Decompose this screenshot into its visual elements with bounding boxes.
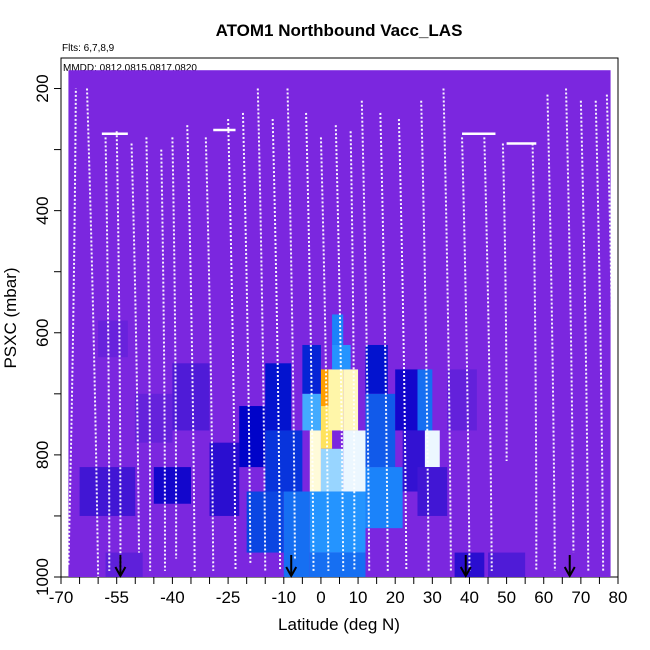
flight-profile <box>594 100 605 571</box>
flight-profile <box>565 88 575 553</box>
dates-subtitle: MMDD: 0812,0815,0817,0820 <box>63 63 197 74</box>
y-axis: 200 400 600 800 1000 <box>33 74 61 596</box>
y-tick-label: 800 <box>33 441 52 469</box>
flight-profile <box>334 125 345 571</box>
x-tick-label: -70 <box>49 588 74 607</box>
x-tick-label: 20 <box>386 588 405 607</box>
flight-profile <box>241 112 252 565</box>
heatmap-cell <box>424 430 440 468</box>
x-tick-label: 80 <box>609 588 628 607</box>
flight-profile <box>67 88 77 565</box>
chart-title: ATOM1 Northbound Vacc_LAS <box>216 21 463 40</box>
x-axis: -70 -55 -40 -25 -10 0 10 20 30 40 50 60 70 80 <box>49 577 628 607</box>
heatmap-cell <box>283 491 310 577</box>
heatmap-cell <box>328 369 344 431</box>
flight-profile <box>461 137 471 571</box>
flight-profile <box>319 137 330 571</box>
heatmap-cell <box>309 430 321 492</box>
flight-profile <box>171 137 178 559</box>
region-arrow-head <box>459 566 472 579</box>
x-tick-label: 60 <box>534 588 553 607</box>
x-tick-label: 30 <box>423 588 442 607</box>
region-arrow <box>563 555 576 579</box>
heatmap-cell <box>447 369 477 431</box>
flight-profile <box>204 137 215 571</box>
flight-profile-layer <box>67 88 616 577</box>
heatmap-cell <box>309 552 366 577</box>
y-tick-label: 400 <box>33 196 52 224</box>
flight-profile <box>104 137 111 571</box>
heatmap-cell <box>98 320 128 358</box>
y-tick-label: 1000 <box>33 558 52 596</box>
flight-profile <box>501 143 508 461</box>
flight-profile <box>483 137 493 571</box>
heatmap-cell <box>105 552 143 577</box>
heatmap-cell <box>153 467 191 504</box>
heatmap-cell <box>454 552 485 577</box>
region-arrow-head <box>563 566 576 579</box>
flight-profile <box>160 149 166 571</box>
heatmap-cell <box>302 393 321 431</box>
heatmap-cell <box>365 393 396 468</box>
heatmap-cell <box>343 369 359 431</box>
x-tick-label: 0 <box>316 588 325 607</box>
x-tick-label: -55 <box>104 588 129 607</box>
flight-profile <box>85 88 100 577</box>
heatmap-cell <box>79 467 136 516</box>
flight-profile <box>579 100 590 571</box>
heatmap-cell <box>320 406 333 449</box>
heatmap-cell <box>332 314 344 345</box>
flight-profile <box>349 131 356 571</box>
flight-profile <box>145 137 152 571</box>
flight-profile <box>256 88 267 571</box>
heatmap-cell <box>239 406 266 468</box>
flight-profile <box>605 94 616 516</box>
flight-profile <box>420 100 430 571</box>
heatmap-cell <box>320 369 329 407</box>
region-arrows <box>114 555 576 579</box>
heatmap-layer <box>68 70 611 577</box>
heatmap-cell <box>135 393 173 443</box>
flight-profile <box>546 94 556 571</box>
x-tick-label: 70 <box>571 588 590 607</box>
heatmap-cell <box>417 467 448 516</box>
region-arrow <box>114 555 127 579</box>
flight-profile <box>379 112 389 571</box>
x-axis-label: Latitude (deg N) <box>278 615 400 634</box>
x-tick-label: -10 <box>272 588 297 607</box>
x-tick-label: -40 <box>160 588 185 607</box>
flight-profile <box>186 125 196 571</box>
region-arrow-head <box>114 566 127 579</box>
heatmap-cell <box>365 344 388 394</box>
flight-profile <box>227 119 237 571</box>
x-tick-label: 50 <box>497 588 516 607</box>
heatmap-cell <box>417 369 433 431</box>
flight-profile <box>531 143 538 571</box>
y-axis-label: PSXC (mbar) <box>1 267 20 368</box>
y-tick-label: 600 <box>33 319 52 347</box>
region-arrow-head <box>285 566 298 579</box>
flights-subtitle: Flts: 6,7,8,9 <box>62 43 115 54</box>
x-tick-label: -25 <box>216 588 241 607</box>
heatmap-cell <box>172 363 210 431</box>
x-tick-label: 10 <box>349 588 368 607</box>
flight-profile <box>442 88 452 571</box>
flight-profile <box>360 100 371 571</box>
region-arrow <box>285 555 298 579</box>
flight-profile <box>130 143 140 553</box>
region-arrow <box>459 555 472 579</box>
flight-profile <box>397 119 408 571</box>
heatmap-cell <box>265 430 303 492</box>
heatmap-cell <box>488 552 526 577</box>
flight-profile <box>115 131 122 571</box>
heatmap-cell <box>320 448 344 492</box>
flight-profile <box>271 119 282 571</box>
flight-profile <box>305 112 315 571</box>
y-tick-label: 200 <box>33 74 52 102</box>
heatmap-cell <box>365 467 403 529</box>
x-tick-label: 40 <box>460 588 479 607</box>
heatmap-cell <box>309 491 366 553</box>
flight-profile <box>286 88 296 559</box>
